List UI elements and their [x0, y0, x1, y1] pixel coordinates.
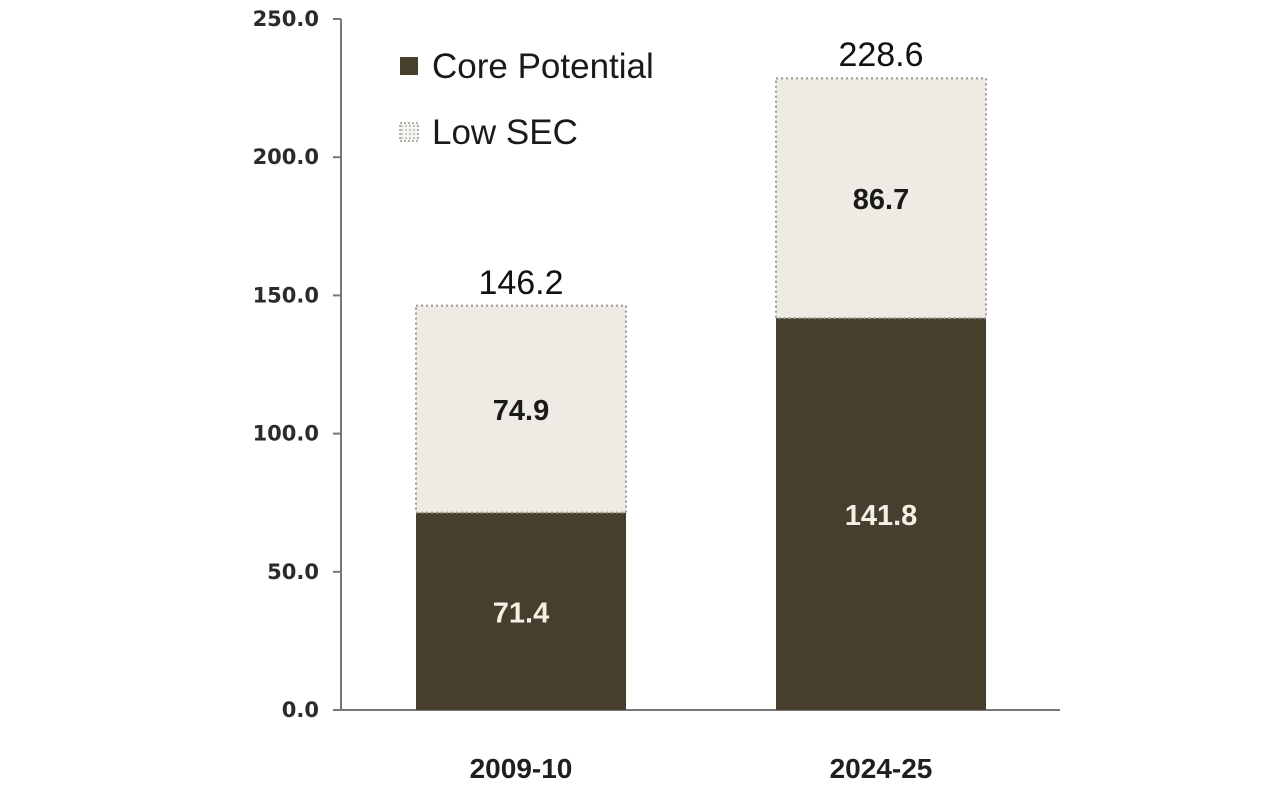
- y-axis: 0.0 50.0 100.0 150.0 200.0 250.0: [253, 7, 342, 722]
- bar-segment: [415, 304, 627, 514]
- y-tick-label: 50.0: [267, 560, 319, 584]
- bar-total-label: 228.6: [838, 36, 923, 74]
- bar-value-label: 71.4: [493, 597, 549, 629]
- y-tick-label: 250.0: [253, 7, 319, 31]
- x-axis: 2009-10 2024-25: [341, 709, 1060, 784]
- bar-value-label: 141.8: [845, 500, 918, 532]
- legend: Core Potential Low SEC: [399, 47, 654, 152]
- legend-label: Low SEC: [432, 113, 578, 152]
- x-category-label: 2009-10: [470, 753, 573, 784]
- legend-label: Core Potential: [432, 47, 654, 86]
- bar-value-label: 74.9: [493, 395, 549, 427]
- y-tick-label: 100.0: [253, 422, 319, 446]
- bar-total-label: 146.2: [478, 264, 563, 302]
- y-tick-label: 0.0: [282, 698, 319, 722]
- data-labels: 71.4 74.9 146.2 141.8 86.7 228.6: [478, 36, 923, 629]
- bar-value-label: 86.7: [853, 184, 909, 216]
- x-category-label: 2024-25: [830, 753, 933, 784]
- legend-swatch: [399, 122, 419, 142]
- bars: [415, 77, 987, 710]
- bar-segment: [416, 512, 626, 710]
- legend-swatch: [400, 57, 418, 75]
- y-tick-label: 200.0: [253, 145, 319, 169]
- y-tick-label: 150.0: [253, 283, 319, 307]
- bar-segment: [775, 77, 987, 320]
- bar-segment: [776, 318, 986, 710]
